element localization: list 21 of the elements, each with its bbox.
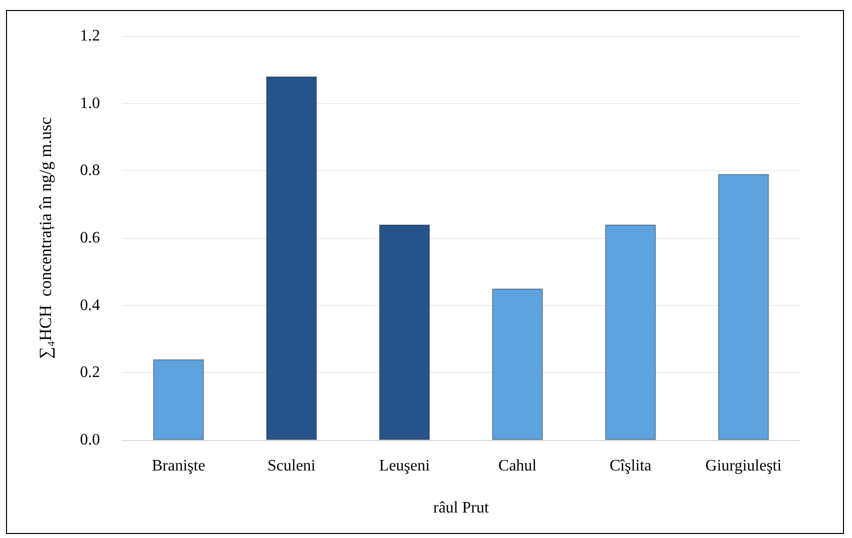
bar [718, 174, 769, 440]
y-axis-title: ∑₄HCH concentrația în ng/g m.usc [36, 116, 55, 359]
bar [605, 224, 656, 440]
y-tick-label: 1.2 [80, 28, 100, 44]
bar [492, 288, 543, 440]
x-tick-label: Leuşeni [379, 458, 430, 474]
y-tick-label: 1.0 [80, 94, 100, 112]
x-tick-label: Cîşlita [610, 458, 652, 474]
x-tick-label: Giurgiuleşti [705, 458, 782, 474]
y-tick-label: 0.8 [80, 162, 100, 180]
bar [153, 359, 204, 440]
x-tick-label: Sculeni [268, 458, 316, 474]
y-tick-label: 0.4 [80, 296, 100, 314]
y-tick-label: 0.6 [80, 230, 100, 246]
y-tick-label: 0.2 [80, 364, 100, 382]
bar [379, 224, 430, 440]
x-axis-title: râul Prut [433, 500, 490, 516]
y-tick-label: 0.0 [80, 432, 100, 448]
x-tick-label: Cahul [498, 458, 538, 474]
bar [266, 76, 317, 440]
x-tick-label: Branişte [152, 458, 206, 474]
